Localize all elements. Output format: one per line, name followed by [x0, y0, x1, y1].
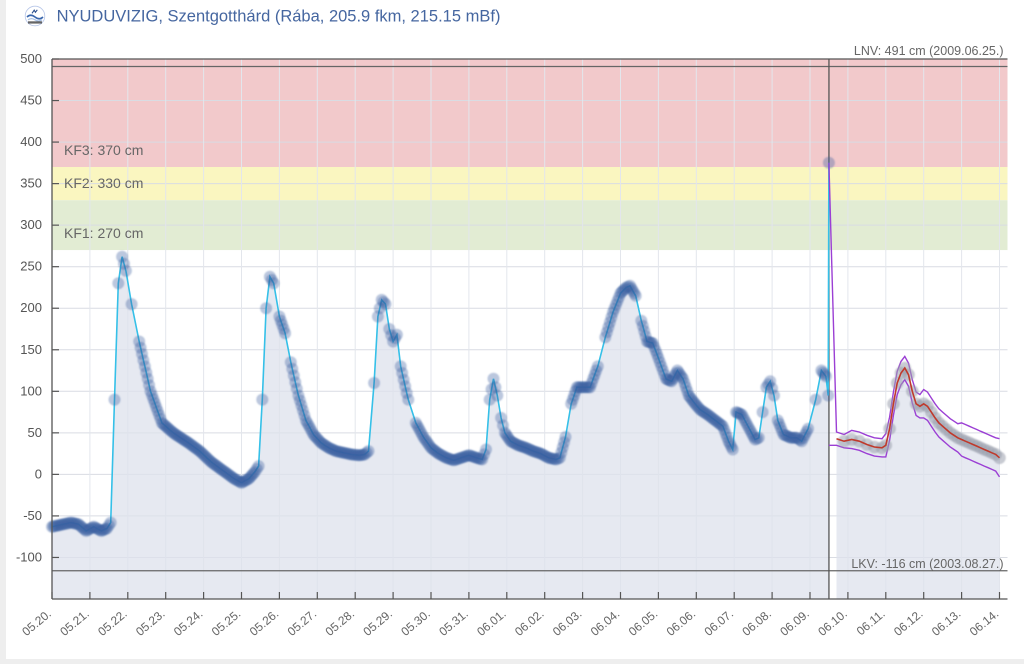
svg-text:06.01.: 06.01. — [474, 607, 509, 639]
svg-text:05.24.: 05.24. — [171, 607, 206, 639]
svg-text:450: 450 — [20, 93, 42, 108]
svg-text:150: 150 — [20, 342, 42, 357]
svg-text:500: 500 — [20, 51, 42, 66]
svg-text:05.29.: 05.29. — [360, 607, 395, 639]
svg-text:400: 400 — [20, 134, 42, 149]
svg-text:KF1: 270 cm: KF1: 270 cm — [64, 225, 143, 241]
svg-text:05.21.: 05.21. — [57, 607, 92, 639]
svg-text:300: 300 — [20, 217, 42, 232]
svg-text:06.06.: 06.06. — [664, 607, 699, 639]
svg-text:06.07.: 06.07. — [702, 607, 737, 639]
svg-text:LNV: 491 cm (2009.06.25.): LNV: 491 cm (2009.06.25.) — [854, 44, 1004, 58]
svg-text:06.13.: 06.13. — [929, 607, 964, 639]
svg-text:-50: -50 — [23, 508, 42, 523]
svg-text:05.30.: 05.30. — [398, 607, 433, 639]
svg-text:05.20.: 05.20. — [19, 607, 54, 639]
svg-text:06.08.: 06.08. — [739, 607, 774, 639]
svg-text:06.10.: 06.10. — [815, 607, 850, 639]
svg-text:LKV: -116 cm (2003.08.27.): LKV: -116 cm (2003.08.27.) — [851, 557, 1003, 571]
svg-text:06.02.: 06.02. — [512, 607, 547, 639]
svg-text:50: 50 — [28, 425, 42, 440]
svg-text:250: 250 — [20, 259, 42, 274]
svg-text:100: 100 — [20, 383, 42, 398]
svg-text:05.27.: 05.27. — [285, 607, 320, 639]
svg-text:05.26.: 05.26. — [247, 607, 282, 639]
svg-text:05.25.: 05.25. — [209, 607, 244, 639]
svg-text:05.31.: 05.31. — [436, 607, 471, 639]
svg-text:06.12.: 06.12. — [891, 607, 926, 639]
svg-text:05.22.: 05.22. — [95, 607, 130, 639]
svg-text:06.09.: 06.09. — [777, 607, 812, 639]
svg-text:05.23.: 05.23. — [133, 607, 168, 639]
svg-text:200: 200 — [20, 300, 42, 315]
svg-text:06.11.: 06.11. — [854, 607, 888, 639]
svg-text:-100: -100 — [16, 549, 42, 564]
svg-text:06.04.: 06.04. — [588, 607, 623, 639]
svg-text:350: 350 — [20, 176, 42, 191]
svg-text:KF2: 330 cm: KF2: 330 cm — [64, 175, 143, 191]
svg-text:KF3: 370 cm: KF3: 370 cm — [64, 142, 143, 158]
svg-text:0: 0 — [35, 466, 42, 481]
svg-text:06.05.: 06.05. — [626, 607, 661, 639]
svg-text:06.03.: 06.03. — [550, 607, 585, 639]
svg-text:06.14.: 06.14. — [967, 607, 1002, 639]
svg-text:05.28.: 05.28. — [323, 607, 358, 639]
